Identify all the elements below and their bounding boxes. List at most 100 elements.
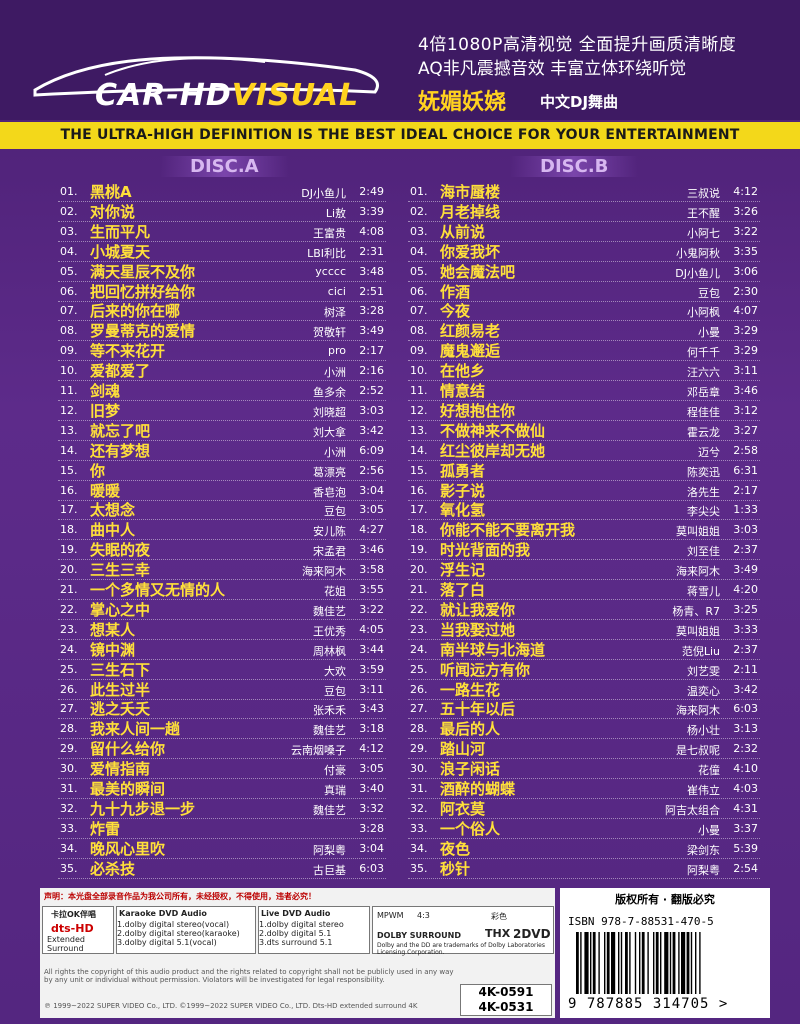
track-time: 4:20 <box>733 583 758 596</box>
track-artist: 安儿陈 <box>313 525 346 539</box>
track-row: 23. 当我娶过她 莫叫姐姐 3:33 <box>408 619 760 640</box>
track-title: 你能不能不要离开我 <box>440 521 576 540</box>
track-number: 03. <box>410 224 428 238</box>
track-artist: 张禾禾 <box>313 704 346 718</box>
track-number: 31. <box>410 782 428 795</box>
track-row: 13. 不做神来不做仙 霍云龙 3:27 <box>408 420 760 441</box>
track-time: 3:39 <box>359 204 384 218</box>
track-title: 最后的人 <box>440 720 501 739</box>
track-number: 26. <box>60 682 78 696</box>
track-title: 最美的瞬间 <box>90 780 166 798</box>
track-number: 32. <box>60 801 78 815</box>
track-title: 酒醉的蝴蝶 <box>440 780 516 798</box>
track-artist: 刘晓超 <box>313 405 346 419</box>
track-artist: 刘艺雯 <box>687 664 720 678</box>
statement: 声明：本光盘全部录音作品为我公司所有，未经授权，不得使用，违者必究！ <box>44 892 316 901</box>
track-row: 12. 好想抱住你 程佳佳 3:12 <box>408 400 760 421</box>
track-number: 03. <box>60 224 78 238</box>
bar-stripe <box>584 932 589 994</box>
track-title: 影子说 <box>440 481 486 500</box>
track-time: 3:06 <box>733 264 758 278</box>
track-artist: 莫叫姐姐 <box>676 525 720 539</box>
track-artist: 贺敬轩 <box>313 326 346 340</box>
bar-stripe <box>660 932 662 994</box>
track-artist: 葛漂亮 <box>313 465 346 479</box>
track-number: 23. <box>60 622 78 636</box>
track-artist: 周林枫 <box>313 644 346 658</box>
track-title: 对你说 <box>90 202 136 221</box>
track-title: 晚风心里吹 <box>90 839 166 858</box>
bar-stripe <box>655 932 659 994</box>
track-time: 2:17 <box>359 344 384 358</box>
track-number: 01. <box>60 185 78 198</box>
track-title: 失眠的夜 <box>90 541 151 560</box>
track-title: 等不来花开 <box>90 342 166 361</box>
track-artist: 树泽 <box>324 306 346 320</box>
track-number: 32. <box>410 801 428 815</box>
track-time: 3:37 <box>733 821 758 835</box>
track-title: 就忘了吧 <box>90 421 151 440</box>
track-artist: 洛先生 <box>687 485 720 499</box>
track-artist: 邓岳章 <box>687 386 720 399</box>
track-artist: 海来阿木 <box>302 565 346 579</box>
track-number: 22. <box>410 602 428 616</box>
track-artist: 蒋雪儿 <box>687 585 720 598</box>
track-number: 16. <box>410 483 428 497</box>
track-time: 3:48 <box>359 264 384 278</box>
track-time: 3:55 <box>359 583 384 596</box>
track-time: 4:31 <box>733 801 758 815</box>
track-row: 05. 她会魔法吧 DJ小鱼儿 3:06 <box>408 261 760 282</box>
track-artist: 香皂泡 <box>313 485 346 499</box>
track-title: 红尘彼岸却无她 <box>440 441 546 460</box>
track-artist: 杨青、R7 <box>672 604 720 618</box>
track-artist: 阿吉太组合 <box>665 803 720 817</box>
track-title: 爱情指南 <box>90 760 151 779</box>
track-row: 09. 等不来花开 pro 2:17 <box>58 340 386 362</box>
track-row: 14. 还有梦想 小洲 6:09 <box>58 440 386 461</box>
track-row: 02. 月老掉线 王不醒 3:26 <box>408 201 760 222</box>
track-number: 18. <box>60 523 78 537</box>
track-artist: 王不醒 <box>687 206 720 220</box>
track-title: 想某人 <box>90 620 136 639</box>
format-box: MPWM 4:3 彩色 DOLBY SURROUND THX 2DVD Dolb… <box>372 906 554 956</box>
track-artist: 迈兮 <box>698 445 720 459</box>
track-artist: 付豪 <box>324 764 346 778</box>
track-number: 04. <box>410 244 428 258</box>
track-title: 在他乡 <box>440 362 486 381</box>
track-time: 3:11 <box>359 682 384 696</box>
track-artist: Li敖 <box>325 206 346 220</box>
bar-stripe <box>598 932 600 994</box>
track-artist: 王优秀 <box>313 624 346 638</box>
track-title: 旧梦 <box>90 401 121 420</box>
track-row: 16. 影子说 洛先生 2:17 <box>408 480 760 501</box>
track-number: 30. <box>60 762 78 776</box>
track-number: 19. <box>60 543 78 557</box>
track-title: 时光背面的我 <box>440 541 531 560</box>
track-artist: 何千千 <box>687 346 720 360</box>
track-row: 15. 你 葛漂亮 2:56 <box>58 460 386 481</box>
track-number: 11. <box>410 384 428 397</box>
track-number: 19. <box>410 543 428 557</box>
track-row: 27. 五十年以后 海来阿木 6:03 <box>408 698 760 720</box>
format-item: 2.dolby digital stereo(karaoke) <box>117 929 240 938</box>
track-row: 18. 曲中人 安儿陈 4:27 <box>58 519 386 541</box>
track-title: 海市蜃楼 <box>440 183 501 201</box>
track-time: 4:12 <box>359 742 384 756</box>
track-title: 情意结 <box>440 382 486 400</box>
track-number: 17. <box>410 503 428 517</box>
album-title: 妩媚妖娆 <box>418 90 507 115</box>
track-artist: 豆包 <box>698 286 720 300</box>
track-artist: 陈奕迅 <box>687 465 720 479</box>
bar-stripe <box>681 932 686 994</box>
track-time: 6:03 <box>733 702 758 716</box>
track-title: 暖暖 <box>90 481 121 500</box>
track-row: 08. 罗曼蒂克的爱情 贺敬轩 3:49 <box>58 320 386 342</box>
track-artist: 刘大拿 <box>313 425 346 439</box>
track-artist: 真瑞 <box>324 784 346 797</box>
track-title: 一路生花 <box>440 680 501 699</box>
track-time: 3:12 <box>733 403 758 417</box>
track-row: 09. 魔鬼邂逅 何千千 3:29 <box>408 340 760 362</box>
track-time: 3:40 <box>359 782 384 795</box>
track-row: 17. 氧化氢 李尖尖 1:33 <box>408 499 760 521</box>
bar-stripe <box>611 932 616 994</box>
